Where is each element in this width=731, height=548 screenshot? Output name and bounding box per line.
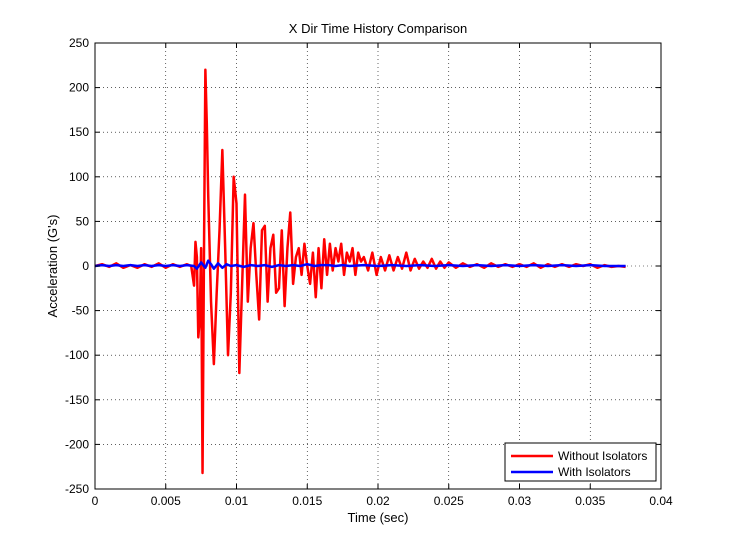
x-tick-labels: 0 0.005 0.01 0.015 0.02 0.025 0.03 0.035 0.04 (92, 494, 673, 508)
x-tick-label: 0.02 (366, 494, 390, 508)
x-tick-label: 0.04 (649, 494, 673, 508)
x-tick-label: 0.01 (225, 494, 249, 508)
y-tick-label: 200 (69, 81, 89, 95)
x-tick-label: 0 (92, 494, 99, 508)
legend-box (504, 442, 657, 482)
y-tick-label: 0 (82, 259, 89, 273)
x-tick-label: 0.035 (575, 494, 605, 508)
legend-label-without-isolators: Without Isolators (558, 449, 647, 463)
y-tick-label: -50 (72, 304, 90, 318)
y-tick-label: -100 (65, 348, 89, 362)
y-tick-label: 50 (76, 214, 90, 228)
y-tick-label: -200 (65, 437, 89, 451)
x-tick-label: 0.005 (151, 494, 181, 508)
x-tick-label: 0.03 (508, 494, 532, 508)
x-tick-label: 0.015 (292, 494, 322, 508)
legend-label-with-isolators: With Isolators (558, 465, 631, 479)
legend: Without Isolators With Isolators (504, 442, 657, 482)
x-axis-label: Time (sec) (348, 510, 409, 525)
y-tick-label: 250 (69, 36, 89, 50)
y-tick-label: -250 (65, 482, 89, 496)
chart-title: X Dir Time History Comparison (289, 21, 467, 36)
y-axis-label: Acceleration (G's) (45, 215, 60, 318)
series-layer (94, 68, 626, 475)
y-tick-label: -150 (65, 393, 89, 407)
series-line-with-isolators (94, 259, 626, 270)
y-tick-label: 100 (69, 170, 89, 184)
y-tick-labels: -250 -200 -150 -100 -50 0 50 100 150 200 250 (65, 36, 89, 496)
y-tick-label: 150 (69, 125, 89, 139)
x-tick-label: 0.025 (434, 494, 464, 508)
tick-marks (94, 42, 662, 490)
